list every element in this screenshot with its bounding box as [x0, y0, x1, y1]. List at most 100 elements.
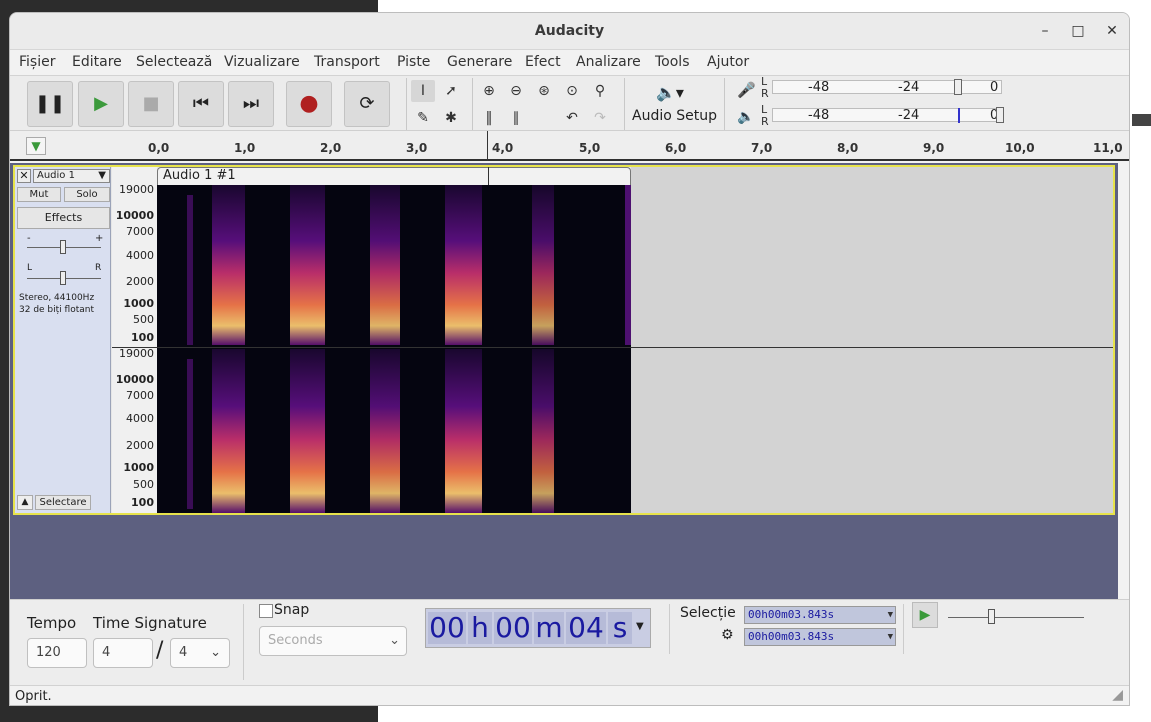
select-track-button[interactable]: Selectare [35, 495, 91, 510]
scale-label: 19000 [119, 347, 154, 360]
record-meter[interactable] [772, 80, 1002, 94]
record-button[interactable]: ● [286, 81, 332, 127]
play-meter-tick: 0 [990, 108, 999, 123]
undo-icon[interactable]: ↶ [566, 110, 578, 126]
tempo-input[interactable]: 120 [27, 638, 87, 668]
play-at-speed-button[interactable]: ▶ [912, 602, 938, 628]
speaker-icon: 🔈▾ [656, 83, 684, 102]
play-meter-tick: -24 [898, 108, 920, 123]
skip-end-button[interactable]: ⏭ [228, 81, 274, 127]
zoom-toggle-icon[interactable]: ⚲ [594, 83, 606, 99]
chevron-down-icon: ▼ [887, 632, 893, 642]
empty-track-area[interactable] [631, 167, 1113, 513]
menu-edit[interactable]: Editare [72, 54, 122, 70]
cursor-position-line [487, 131, 488, 161]
resize-grip-icon[interactable]: ◢ [1112, 687, 1123, 703]
selection-start-field[interactable]: 00h00m03.843s ▼ [744, 606, 896, 624]
time-display[interactable]: 00 h 00 m 04 s ▼ [425, 608, 651, 648]
effects-button[interactable]: Effects [17, 207, 110, 229]
fit-project-icon[interactable]: ⊙ [566, 83, 578, 99]
play-volume-handle[interactable] [996, 107, 1004, 123]
speed-slider-handle[interactable] [988, 609, 995, 624]
audio-setup-button[interactable]: 🔈▾ Audio Setup [628, 79, 720, 129]
menu-transport[interactable]: Transport [314, 54, 380, 70]
cursor-line [488, 167, 489, 185]
maximize-icon[interactable]: □ [1071, 23, 1085, 39]
audacity-window: Audacity – □ ✕ Fișier Editare Selectează… [9, 12, 1130, 706]
pan-right-label: R [95, 263, 102, 273]
play-meter-tick: -48 [808, 108, 830, 123]
pan-slider-handle[interactable] [60, 271, 66, 285]
audio-track[interactable]: ✕ Audio 1 ▼ Mut Solo Effects - + L R Ste… [13, 165, 1115, 515]
menu-help[interactable]: Ajutor [707, 54, 750, 70]
snap-checkbox[interactable] [259, 604, 273, 618]
mute-button[interactable]: Mut [17, 187, 61, 202]
menu-view[interactable]: Vizualizare [224, 54, 300, 70]
silence-icon[interactable]: ∥ [512, 110, 520, 126]
pause-button[interactable]: ❚❚ [27, 81, 73, 127]
skip-start-button[interactable]: ⏮ [178, 81, 224, 127]
menu-select[interactable]: Selectează [136, 54, 213, 70]
pause-icon: ❚❚ [34, 93, 66, 114]
minimize-icon[interactable]: – [1041, 23, 1049, 39]
bottom-toolbar: Tempo 120 Time Signature 4 / 4 ⌄ Snap Se… [10, 599, 1129, 685]
selection-end-field[interactable]: 00h00m03.843s ▼ [744, 628, 896, 646]
fit-selection-icon[interactable]: ⊛ [538, 83, 550, 99]
menu-generate[interactable]: Generare [447, 54, 513, 70]
speed-slider-track [948, 617, 1084, 618]
redo-icon[interactable]: ↷ [594, 110, 606, 126]
record-volume-handle[interactable] [954, 79, 962, 95]
track-name-menu[interactable]: Audio 1 ▼ [33, 169, 110, 183]
selection-tool-icon[interactable]: I [411, 80, 435, 102]
zoom-out-icon[interactable]: ⊖ [510, 83, 522, 99]
time-signature-numerator[interactable]: 4 [93, 638, 153, 668]
time-signature-denominator-value: 4 [179, 645, 188, 660]
gain-plus-label: + [95, 233, 104, 244]
window-title: Audacity [534, 23, 605, 39]
trim-icon[interactable]: ‖ [485, 110, 493, 126]
close-icon[interactable]: ✕ [1106, 23, 1118, 39]
draw-tool-icon[interactable]: ✎ [417, 110, 429, 126]
skip-start-icon: ⏮ [192, 93, 210, 114]
snap-unit-select[interactable]: Seconds ⌄ [259, 626, 407, 656]
play-button[interactable]: ▶ [78, 81, 124, 127]
multi-tool-icon[interactable]: ✱ [445, 110, 457, 126]
loop-button[interactable]: ⟳ [344, 81, 390, 127]
gain-slider-handle[interactable] [60, 240, 66, 254]
menu-tracks[interactable]: Piste [397, 54, 431, 70]
time-hours-unit: h [468, 612, 492, 644]
scale-label: 2000 [126, 439, 154, 452]
timeline-ruler[interactable]: ▼ 0,0 1,0 2,0 3,0 4,0 5,0 6,0 7,0 8,0 9,… [10, 131, 1129, 161]
speaker-meter-icon[interactable]: 🔈 [737, 109, 755, 125]
time-signature-denominator[interactable]: 4 ⌄ [170, 638, 230, 668]
menu-effect[interactable]: Efect [525, 54, 561, 70]
scale-label: 10000 [115, 373, 154, 386]
envelope-tool-icon[interactable]: ➚ [445, 83, 457, 99]
scale-label: 7000 [126, 225, 154, 238]
gear-icon[interactable]: ⚙ [721, 627, 734, 643]
scale-label: 1000 [123, 461, 154, 474]
channel-2-spectrum [187, 349, 554, 513]
stop-button[interactable]: ■ [128, 81, 174, 127]
clip-header[interactable]: Audio 1 #1 [157, 167, 631, 185]
snap-label: Snap [274, 602, 310, 618]
solo-button[interactable]: Solo [64, 187, 110, 202]
menu-analyze[interactable]: Analizare [576, 54, 641, 70]
toolbar-separator [472, 78, 473, 130]
menu-tools[interactable]: Tools [655, 54, 690, 70]
microphone-icon[interactable]: 🎤 [737, 81, 756, 99]
track-close-icon[interactable]: ✕ [17, 169, 31, 183]
collapse-icon[interactable]: ▲ [17, 495, 33, 510]
frequency-scale[interactable]: 19000 10000 7000 4000 2000 1000 500 100 … [112, 167, 157, 513]
channel-1-spectrum [187, 185, 631, 345]
track-area[interactable]: ✕ Audio 1 ▼ Mut Solo Effects - + L R Ste… [10, 163, 1118, 599]
playback-meter[interactable] [772, 108, 1002, 122]
scale-label: 19000 [119, 183, 154, 196]
spectrogram[interactable] [157, 185, 631, 513]
gain-minus-label: - [27, 233, 31, 244]
scale-label: 1000 [123, 297, 154, 310]
play-head-icon[interactable]: ▼ [26, 137, 46, 155]
zoom-in-icon[interactable]: ⊕ [483, 83, 495, 99]
chevron-down-icon: ▼ [887, 610, 893, 620]
menu-file[interactable]: Fișier [19, 54, 56, 70]
